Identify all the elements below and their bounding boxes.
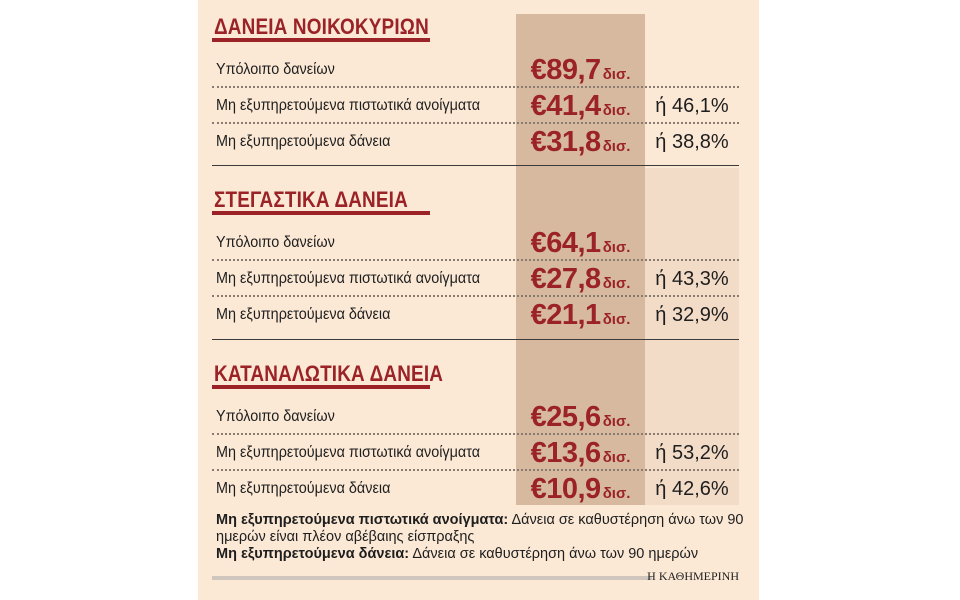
table-row: Μη εξυπηρετούμενα δάνεια €10,9 δισ. ή 42,… [198, 471, 759, 507]
row-label: Υπόλοιπο δανείων [216, 234, 335, 251]
section-divider [212, 339, 739, 340]
row-label: Υπόλοιπο δανείων [216, 61, 335, 78]
table-row: Μη εξυπηρετούμενα πιστωτικά ανοίγματα €4… [198, 88, 759, 124]
value-number: €27,8 [530, 263, 602, 295]
value-unit: δισ. [602, 449, 631, 466]
value-unit: δισ. [602, 102, 631, 119]
value-number: €89,7 [530, 54, 602, 86]
row-label: Μη εξυπηρετούμενα δάνεια [216, 133, 391, 150]
table-row: Υπόλοιπο δανείων €64,1 δισ. [198, 225, 759, 261]
value-number: €13,6 [530, 437, 602, 469]
row-label: Μη εξυπηρετούμενα δάνεια [216, 480, 391, 497]
value-unit: δισ. [602, 275, 631, 292]
definitions-notes: Μη εξυπηρετούμενα πιστωτικά ανοίγματα: Δ… [216, 512, 746, 563]
value-unit: δισ. [602, 485, 631, 502]
row-value: €13,6 δισ. [516, 437, 645, 470]
value-number: €10,9 [530, 473, 602, 505]
table-row: Μη εξυπηρετούμενα πιστωτικά ανοίγματα €2… [198, 261, 759, 297]
row-divider [212, 86, 739, 88]
row-value: €31,8 δισ. [516, 126, 645, 159]
note-term: Μη εξυπηρετούμενα πιστωτικά ανοίγματα: [216, 512, 509, 528]
row-percentage: ή 32,9% [655, 304, 729, 326]
section-title: ΔΑΝΕΙΑ ΝΟΙΚΟΚΥΡΙΩΝ [214, 14, 429, 39]
value-unit: δισ. [602, 66, 631, 83]
table-row: Μη εξυπηρετούμενα δάνεια €31,8 δισ. ή 38,… [198, 124, 759, 160]
footer-bar [212, 576, 652, 580]
row-value: €10,9 δισ. [516, 473, 645, 506]
row-divider [212, 259, 739, 261]
value-unit: δισ. [602, 413, 631, 430]
row-divider [212, 122, 739, 124]
row-value: €64,1 δισ. [516, 227, 645, 260]
row-value: €27,8 δισ. [516, 263, 645, 296]
row-label: Μη εξυπηρετούμενα πιστωτικά ανοίγματα [216, 444, 481, 461]
row-value: €21,1 δισ. [516, 299, 645, 332]
row-divider [212, 469, 739, 471]
infographic-panel: ΔΑΝΕΙΑ ΝΟΙΚΟΚΥΡΙΩΝ Υπόλοιπο δανείων €89,… [198, 0, 759, 600]
row-value: €89,7 δισ. [516, 54, 645, 87]
percentage-column-highlight [645, 168, 739, 505]
note-text: Δάνεια σε καθυστέρηση άνω των 90 ημερών … [216, 512, 744, 545]
source-credit: Η ΚΑΘΗΜΕΡΙΝΗ [647, 569, 739, 583]
row-percentage: ή 46,1% [655, 95, 729, 117]
table-row: Μη εξυπηρετούμενα δάνεια €21,1 δισ. ή 32,… [198, 297, 759, 333]
note-term: Μη εξυπηρετούμενα δάνεια: [216, 546, 410, 562]
row-value: €41,4 δισ. [516, 90, 645, 123]
row-percentage: ή 43,3% [655, 268, 729, 290]
row-percentage: ή 53,2% [655, 442, 729, 464]
section-title-underline [212, 38, 430, 42]
table-row: Υπόλοιπο δανείων €25,6 δισ. [198, 399, 759, 435]
value-number: €64,1 [530, 227, 602, 259]
row-divider [212, 295, 739, 297]
value-number: €41,4 [530, 90, 602, 122]
note-npl: Μη εξυπηρετούμενα δάνεια: Δάνεια σε καθυ… [216, 546, 746, 563]
note-npe: Μη εξυπηρετούμενα πιστωτικά ανοίγματα: Δ… [216, 512, 746, 546]
section-title: ΚΑΤΑΝΑΛΩΤΙΚΑ ΔΑΝΕΙΑ [214, 361, 444, 386]
section-title-underline [212, 385, 430, 389]
row-label: Μη εξυπηρετούμενα πιστωτικά ανοίγματα [216, 97, 481, 114]
row-percentage: ή 42,6% [655, 478, 729, 500]
row-value: €25,6 δισ. [516, 401, 645, 434]
row-label: Μη εξυπηρετούμενα δάνεια [216, 306, 391, 323]
row-label: Μη εξυπηρετούμενα πιστωτικά ανοίγματα [216, 270, 481, 287]
note-text: Δάνεια σε καθυστέρηση άνω των 90 ημερών [409, 546, 699, 562]
value-number: €21,1 [530, 299, 602, 331]
value-number: €31,8 [530, 126, 602, 158]
section-title-underline [212, 211, 430, 215]
section-title: ΣΤΕΓΑΣΤΙΚΑ ΔΑΝΕΙΑ [214, 187, 408, 212]
value-unit: δισ. [602, 311, 631, 328]
table-row: Υπόλοιπο δανείων €89,7 δισ. [198, 52, 759, 88]
row-percentage: ή 38,8% [655, 131, 729, 153]
section-divider [212, 165, 739, 166]
value-number: €25,6 [530, 401, 602, 433]
table-row: Μη εξυπηρετούμενα πιστωτικά ανοίγματα €1… [198, 435, 759, 471]
row-label: Υπόλοιπο δανείων [216, 408, 335, 425]
row-divider [212, 433, 739, 435]
value-unit: δισ. [602, 138, 631, 155]
value-unit: δισ. [602, 239, 631, 256]
